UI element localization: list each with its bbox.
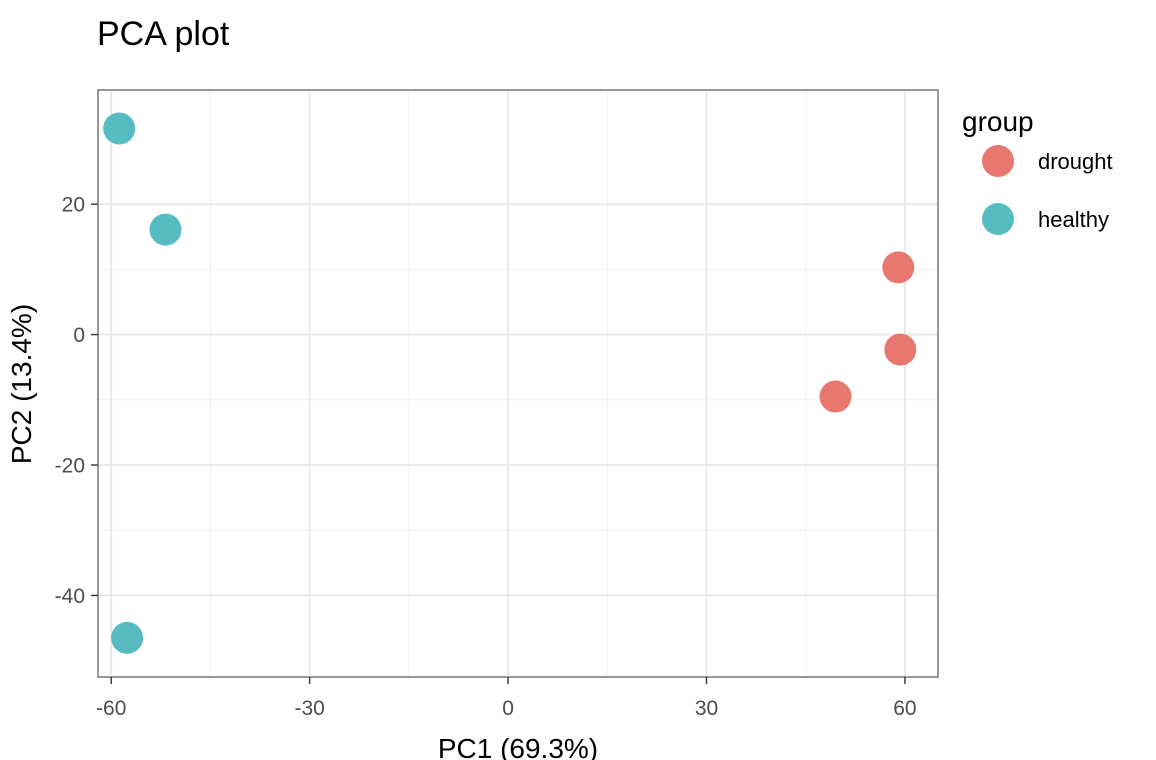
data-point-healthy (149, 213, 182, 246)
legend-label-drought: drought (1038, 149, 1113, 174)
x-tick-label: 30 (695, 697, 718, 720)
x-axis-title: PC1 (69.3%) (438, 733, 598, 760)
data-point-drought (882, 251, 915, 284)
data-point-healthy (103, 112, 136, 145)
y-axis-title: PC2 (13.4%) (6, 304, 37, 464)
data-point-healthy (111, 621, 144, 654)
y-tick-label: -40 (55, 585, 85, 608)
x-tick-label: 0 (502, 697, 514, 720)
x-tick-label: 60 (893, 697, 916, 720)
legend-label-healthy: healthy (1038, 207, 1109, 232)
chart-title: PCA plot (97, 15, 230, 53)
y-tick-label: -20 (55, 455, 85, 478)
data-point-drought (884, 333, 917, 366)
x-axis-ticks: -60 -30 0 30 60 (96, 677, 917, 720)
legend-key-drought (982, 145, 1014, 177)
y-tick-label: 20 (62, 194, 85, 217)
plot-panel-border (97, 89, 939, 678)
legend-key-healthy (982, 203, 1014, 235)
y-axis-ticks: 20 0 -20 -40 (55, 194, 98, 608)
x-tick-label: -30 (294, 697, 324, 720)
legend: group drought healthy (962, 106, 1113, 235)
y-tick-label: 0 (73, 324, 85, 347)
grid-lines (98, 90, 938, 677)
data-point-drought (819, 380, 852, 413)
plot-area (97, 89, 939, 678)
plot-panel-background (98, 90, 938, 677)
x-tick-label: -60 (96, 697, 126, 720)
legend-title: group (962, 106, 1034, 137)
data-points (103, 112, 917, 654)
